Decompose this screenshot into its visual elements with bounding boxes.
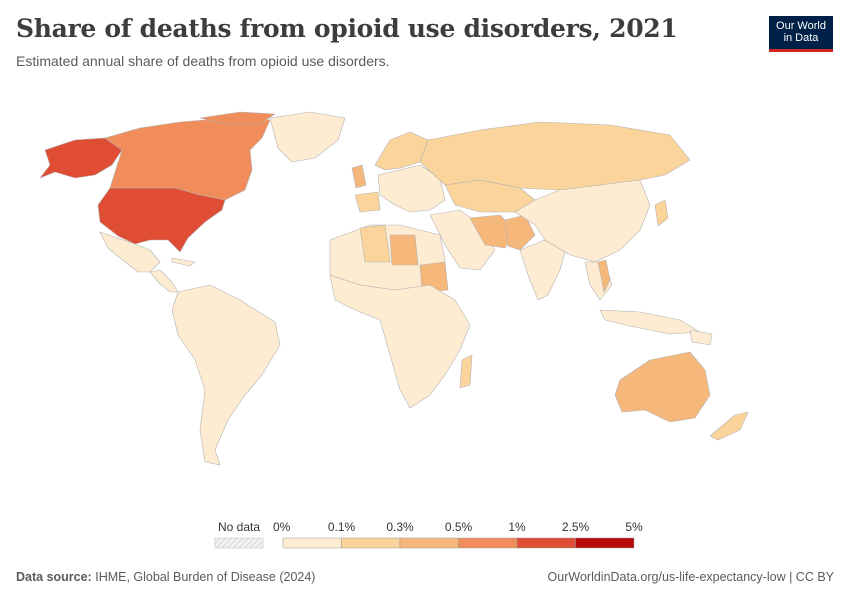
region-algeria[interactable] bbox=[359, 224, 391, 263]
legend-bin-swatch[interactable] bbox=[282, 537, 342, 549]
legend-bin-swatch[interactable] bbox=[575, 537, 635, 549]
legend-bin-swatch[interactable] bbox=[458, 537, 518, 549]
region-indonesia[interactable] bbox=[599, 309, 701, 335]
region-libya[interactable] bbox=[389, 234, 419, 266]
legend-bin-label: 2.5% bbox=[562, 520, 590, 534]
region-sub-saharan-africa[interactable] bbox=[329, 274, 471, 409]
legend-no-data-label: No data bbox=[218, 520, 260, 534]
logo-line-1: Our World bbox=[776, 20, 826, 32]
region-png[interactable] bbox=[689, 329, 713, 346]
legend-bin-swatch[interactable] bbox=[399, 537, 459, 549]
region-new-zealand[interactable] bbox=[709, 411, 749, 441]
region-central-america[interactable] bbox=[149, 269, 179, 293]
legend-bin-label: 0.3% bbox=[386, 520, 414, 534]
region-china[interactable] bbox=[514, 179, 651, 263]
region-australia[interactable] bbox=[614, 351, 711, 423]
legend-bin-label: 0% bbox=[273, 520, 291, 534]
region-iberia[interactable] bbox=[354, 191, 381, 213]
footer-url[interactable]: OurWorldinData.org/us-life-expectancy-lo… bbox=[547, 570, 834, 584]
region-uk[interactable] bbox=[351, 164, 367, 189]
region-usa[interactable] bbox=[97, 187, 226, 253]
chart-subtitle: Estimated annual share of deaths from op… bbox=[16, 53, 390, 69]
legend: No data 0% 0.1% 0.3% 0.5% 1% 2.5% 5% bbox=[214, 520, 643, 549]
region-south-america[interactable] bbox=[171, 284, 281, 466]
region-cuba[interactable] bbox=[171, 257, 196, 267]
source-label: Data source: bbox=[16, 570, 92, 584]
region-alaska[interactable] bbox=[39, 137, 123, 179]
legend-bin-label: 1% bbox=[508, 520, 526, 534]
region-japan[interactable] bbox=[654, 199, 669, 227]
region-europe[interactable] bbox=[377, 164, 446, 213]
chart-title: Share of deaths from opioid use disorder… bbox=[16, 14, 678, 43]
legend-bin-label: 5% bbox=[625, 520, 643, 534]
legend-bin-swatch[interactable] bbox=[516, 537, 576, 549]
legend-bin-label: 0.5% bbox=[445, 520, 473, 534]
region-madagascar[interactable] bbox=[459, 354, 473, 389]
legend-bin-swatch[interactable] bbox=[341, 537, 401, 549]
region-vietnam[interactable] bbox=[597, 259, 611, 293]
region-scandinavia[interactable] bbox=[374, 131, 429, 171]
region-sudan[interactable] bbox=[419, 261, 449, 293]
footer-source: Data source: IHME, Global Burden of Dise… bbox=[16, 570, 315, 584]
legend-no-data-swatch[interactable] bbox=[214, 537, 264, 549]
logo-line-2: in Data bbox=[783, 32, 819, 44]
source-text: IHME, Global Burden of Disease (2024) bbox=[95, 570, 316, 584]
legend-bin-label: 0.1% bbox=[328, 520, 356, 534]
world-map bbox=[39, 111, 749, 466]
region-india[interactable] bbox=[519, 239, 566, 301]
region-greenland[interactable] bbox=[269, 111, 346, 163]
owid-logo[interactable]: Our World in Data bbox=[769, 16, 833, 52]
region-canada-islands[interactable] bbox=[199, 111, 276, 125]
region-russia[interactable] bbox=[419, 121, 691, 191]
